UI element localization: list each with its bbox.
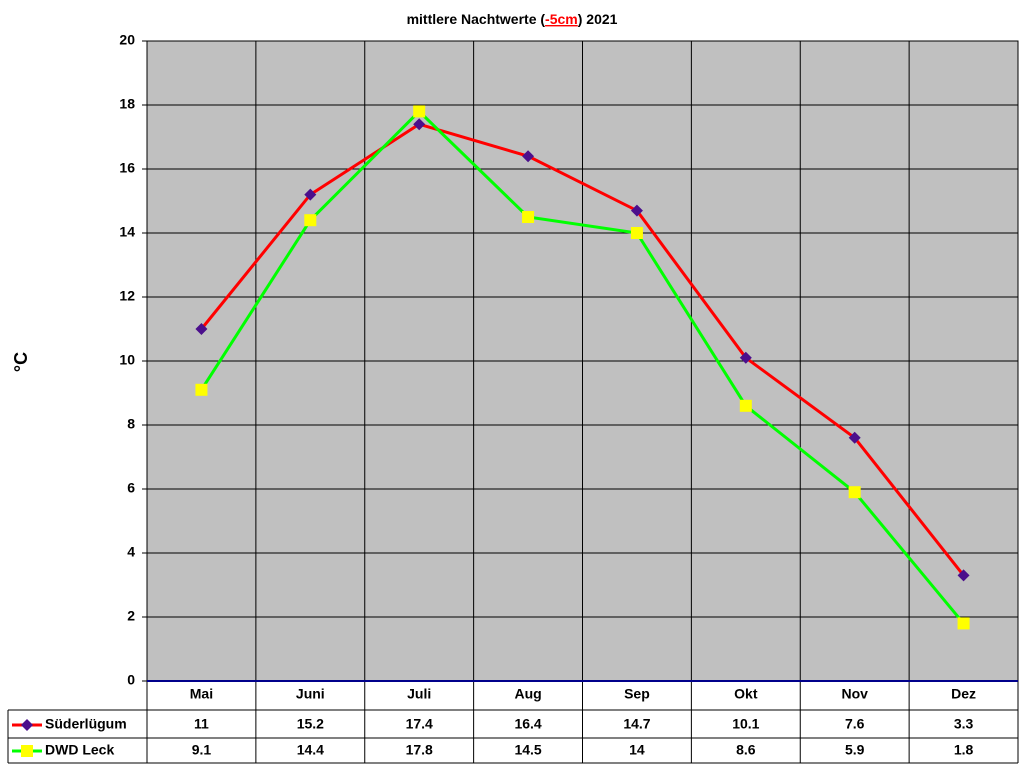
x-tick-label: Dez bbox=[951, 686, 976, 702]
y-tick-label: 16 bbox=[119, 160, 135, 176]
marker bbox=[957, 569, 970, 582]
marker bbox=[848, 431, 861, 444]
marker bbox=[304, 188, 317, 201]
x-tick-label: Mai bbox=[190, 686, 213, 702]
marker bbox=[304, 214, 317, 227]
series-line bbox=[200, 122, 965, 577]
marker bbox=[413, 105, 426, 118]
table-value: 5.9 bbox=[845, 742, 865, 758]
table-value: 14.4 bbox=[297, 742, 324, 758]
table-value: 14 bbox=[629, 742, 645, 758]
table-value: 16.4 bbox=[514, 716, 541, 732]
y-tick-label: 12 bbox=[119, 288, 135, 304]
x-tick-label: Nov bbox=[841, 686, 868, 702]
marker bbox=[630, 204, 643, 217]
marker bbox=[739, 351, 752, 364]
table-value: 11 bbox=[194, 716, 209, 732]
marker bbox=[957, 617, 970, 630]
title-part: -5cm bbox=[545, 11, 578, 27]
y-tick-label: 10 bbox=[119, 352, 135, 368]
marker bbox=[195, 383, 208, 396]
marker bbox=[413, 118, 426, 131]
y-tick-label: 20 bbox=[119, 32, 135, 48]
x-tick-label: Sep bbox=[624, 686, 650, 702]
table-value: 17.8 bbox=[406, 742, 433, 758]
table-value: 3.3 bbox=[954, 716, 974, 732]
x-tick-label: Juni bbox=[296, 686, 325, 702]
title-part: ) 2021 bbox=[578, 11, 618, 27]
x-tick-label: Juli bbox=[407, 686, 431, 702]
table-value: 15.2 bbox=[297, 716, 324, 732]
table-value: 14.7 bbox=[623, 716, 650, 732]
marker bbox=[522, 150, 535, 163]
marker bbox=[848, 486, 861, 499]
table-value: 9.1 bbox=[192, 742, 212, 758]
marker bbox=[21, 745, 33, 757]
table-value: 10.1 bbox=[732, 716, 759, 732]
y-tick-label: 14 bbox=[119, 224, 135, 240]
y-tick-label: 0 bbox=[127, 672, 135, 688]
y-tick-label: 4 bbox=[127, 544, 135, 560]
y-tick-label: 2 bbox=[127, 608, 135, 624]
marker bbox=[522, 211, 535, 223]
marker bbox=[739, 399, 752, 412]
y-tick-label: 6 bbox=[127, 480, 135, 496]
marker bbox=[21, 719, 33, 731]
y-axis-label: °C bbox=[11, 352, 31, 372]
table-value: 8.6 bbox=[736, 742, 756, 758]
legend-label: DWD Leck bbox=[45, 742, 114, 758]
legend-label: Süderlügum bbox=[45, 716, 127, 732]
y-tick-label: 18 bbox=[119, 96, 135, 112]
x-tick-label: Aug bbox=[514, 686, 541, 702]
table-value: 1.8 bbox=[954, 742, 974, 758]
y-tick-label: 8 bbox=[127, 416, 135, 432]
marker bbox=[195, 323, 208, 335]
table-value: 17.4 bbox=[406, 716, 433, 732]
table-value: 7.6 bbox=[845, 716, 865, 732]
title-part: mittlere Nachtwerte ( bbox=[407, 11, 546, 27]
chart-title: mittlere Nachtwerte (-5cm) 2021 bbox=[407, 11, 618, 27]
table-value: 14.5 bbox=[514, 742, 541, 758]
marker bbox=[630, 227, 643, 239]
x-tick-label: Okt bbox=[734, 686, 758, 702]
series-line bbox=[200, 109, 965, 625]
